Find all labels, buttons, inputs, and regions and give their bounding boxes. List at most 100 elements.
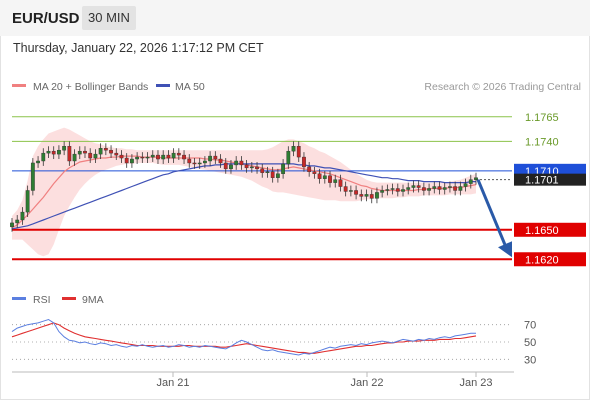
ma20-legend-swatch — [12, 84, 26, 87]
candle — [275, 168, 280, 183]
candle — [369, 189, 374, 204]
candle — [103, 143, 108, 156]
candle — [114, 148, 119, 161]
candle — [427, 183, 431, 196]
candle-body — [98, 148, 103, 155]
candle — [109, 145, 113, 159]
candle — [20, 207, 25, 225]
candle — [182, 150, 186, 164]
candle — [135, 152, 140, 164]
rsi-legend-swatch — [12, 297, 26, 300]
candle-body — [202, 160, 207, 164]
candle-body — [286, 150, 291, 165]
candle — [312, 166, 317, 179]
candle — [338, 174, 343, 192]
candle-body — [223, 162, 228, 170]
candle — [213, 151, 218, 164]
level-label-1.1765: 1.1765 — [525, 112, 559, 124]
candle-body — [166, 154, 171, 159]
candle-body — [458, 186, 463, 191]
candle-body — [427, 188, 431, 191]
candle — [41, 148, 46, 166]
candle — [197, 158, 202, 169]
candle — [328, 170, 332, 188]
candle — [421, 182, 426, 196]
candle-body — [348, 190, 353, 192]
candle — [51, 146, 56, 160]
candle-body — [41, 152, 46, 162]
candle — [453, 181, 458, 196]
candle-body — [448, 186, 452, 188]
candle-body — [302, 156, 306, 168]
x-tick-label: Jan 22 — [350, 377, 383, 389]
rsi-ma-line — [11, 322, 477, 354]
candle-body — [322, 175, 327, 179]
candle — [265, 166, 270, 178]
candle — [15, 215, 20, 228]
candle — [93, 149, 98, 163]
candle-body — [275, 173, 280, 178]
candle-body — [77, 150, 82, 155]
candle-body — [270, 171, 275, 178]
candle-body — [411, 185, 416, 188]
candle-body — [328, 175, 332, 183]
candle-body — [150, 154, 155, 158]
candle-body — [114, 152, 119, 156]
candle-body — [119, 154, 124, 159]
x-tick-label: Jan 23 — [459, 377, 492, 389]
rsi-level-label-70: 70 — [524, 320, 536, 332]
candle-body — [291, 146, 296, 152]
candle-body — [244, 164, 249, 169]
candle-body — [307, 166, 312, 173]
candle-body — [255, 166, 259, 170]
candle — [390, 183, 395, 195]
arrow-shaft — [476, 179, 508, 248]
candle — [140, 152, 145, 163]
candle — [88, 148, 93, 163]
candle-body — [317, 173, 322, 179]
candle — [249, 161, 254, 173]
candle-body — [463, 183, 468, 187]
x-tick-label: Jan 21 — [156, 377, 189, 389]
candle-body — [156, 154, 160, 160]
timeframe-badge[interactable]: 30 MIN — [82, 6, 136, 30]
candle-body — [208, 155, 213, 162]
candle-body — [187, 158, 192, 164]
candle-body — [260, 168, 265, 173]
timestamp: Thursday, January 22, 2026 1:17:12 PM CE… — [13, 41, 264, 55]
candle-body — [218, 158, 223, 164]
candle-body — [161, 154, 166, 160]
candle-body — [265, 171, 270, 174]
candle-body — [130, 158, 134, 164]
candle — [354, 185, 358, 200]
candle-body — [437, 186, 442, 190]
candle — [281, 159, 286, 179]
candle-body — [442, 187, 447, 190]
candle-body — [338, 179, 343, 187]
candle-body — [380, 190, 385, 193]
candle-body — [333, 179, 338, 183]
candle — [166, 150, 171, 163]
candle-body — [406, 187, 411, 190]
level-label-1.1620: 1.1620 — [525, 254, 559, 266]
candle — [130, 154, 134, 168]
candle — [98, 143, 103, 160]
level-label-1.1740: 1.1740 — [525, 136, 559, 148]
candle — [171, 148, 176, 163]
ma50-legend-label: MA 50 — [175, 81, 205, 93]
candle — [416, 180, 421, 193]
candle-body — [103, 148, 108, 151]
candle — [10, 217, 14, 232]
candle — [317, 168, 322, 184]
candle — [46, 146, 51, 159]
candle — [187, 154, 192, 168]
candle — [202, 156, 207, 168]
candle — [72, 149, 77, 166]
candle — [343, 181, 348, 197]
rsi-ma-legend-label: 9MA — [82, 294, 104, 306]
candle — [474, 172, 478, 185]
candle — [411, 180, 416, 193]
candle — [401, 184, 405, 197]
candle-body — [395, 188, 400, 192]
